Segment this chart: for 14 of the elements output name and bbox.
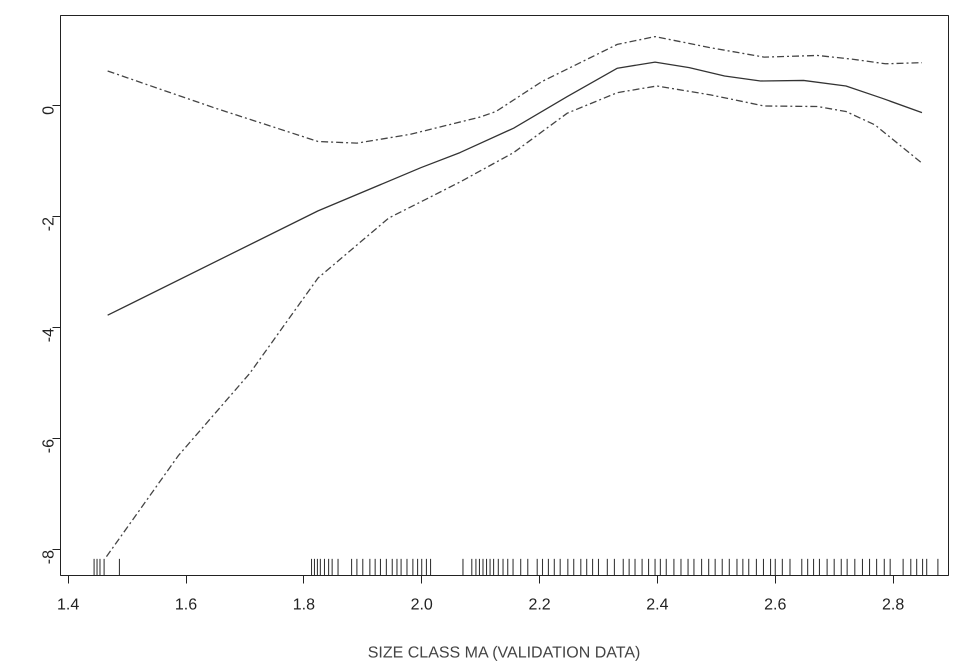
x-tick-label: 1.6 — [174, 596, 198, 614]
y-tick-label: -2 — [40, 216, 58, 232]
y-tick-label: -6 — [40, 438, 58, 454]
x-tick-label: 1.4 — [57, 596, 80, 614]
x-tick-label: 2.0 — [410, 596, 433, 614]
x-tick-label: 1.8 — [292, 596, 316, 614]
x-tick-label: 2.8 — [882, 596, 904, 614]
y-tick-label: 0 — [40, 106, 58, 115]
x-axis-title: SIZE CLASS MA (VALIDATION DATA) — [368, 644, 640, 662]
x-tick-label: 2.4 — [646, 596, 669, 614]
y-tick-label: -4 — [40, 328, 58, 342]
y-tick-label: -8 — [40, 550, 58, 564]
x-tick-label: 2.2 — [528, 596, 551, 614]
x-tick-label: 2.6 — [764, 596, 786, 614]
